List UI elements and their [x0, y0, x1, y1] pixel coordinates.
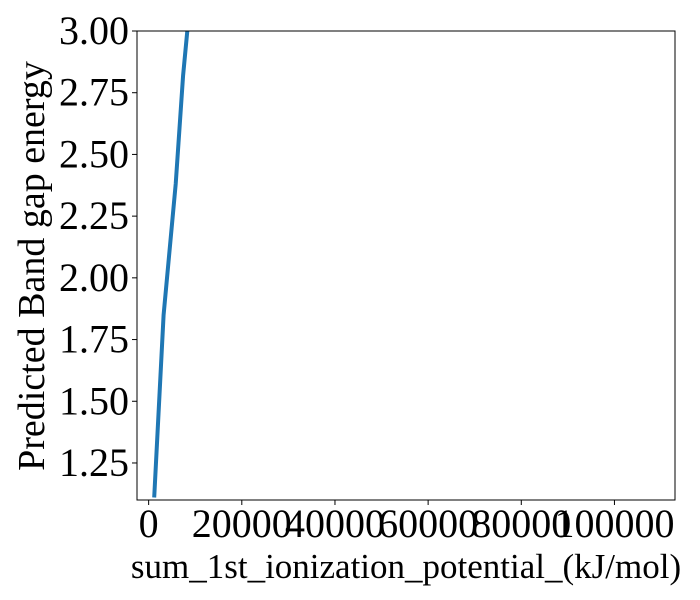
x-tick-label: 40000 [285, 501, 385, 546]
y-tick-label: 2.50 [59, 131, 129, 176]
x-tick-label: 80000 [471, 501, 571, 546]
series-layer [152, 30, 190, 498]
plot-frame [136, 30, 676, 501]
x-axis-label: sum_1st_ionization_potential_(kJ/mol) [131, 547, 681, 586]
y-tick-label: 2.25 [59, 193, 129, 238]
y-tick-label: 1.50 [59, 378, 129, 423]
y-tick-label: 2.00 [59, 255, 129, 300]
x-tick-label: 100000 [554, 501, 674, 546]
y-axis-label: Predicted Band gap energy [11, 61, 53, 471]
y-tick-label: 1.25 [59, 440, 129, 485]
y-tick-label: 3.00 [59, 8, 129, 53]
y-axis: 1.25 1.50 1.75 2.00 2.25 2.50 2.75 3.00 [59, 8, 137, 485]
x-tick-label: 20000 [192, 501, 292, 546]
series-line [152, 30, 190, 498]
plot-area [137, 31, 675, 500]
y-tick-label: 1.75 [59, 317, 129, 362]
x-tick-label: 0 [139, 501, 159, 546]
x-tick-label: 60000 [378, 501, 478, 546]
y-tick-label: 2.75 [59, 70, 129, 115]
